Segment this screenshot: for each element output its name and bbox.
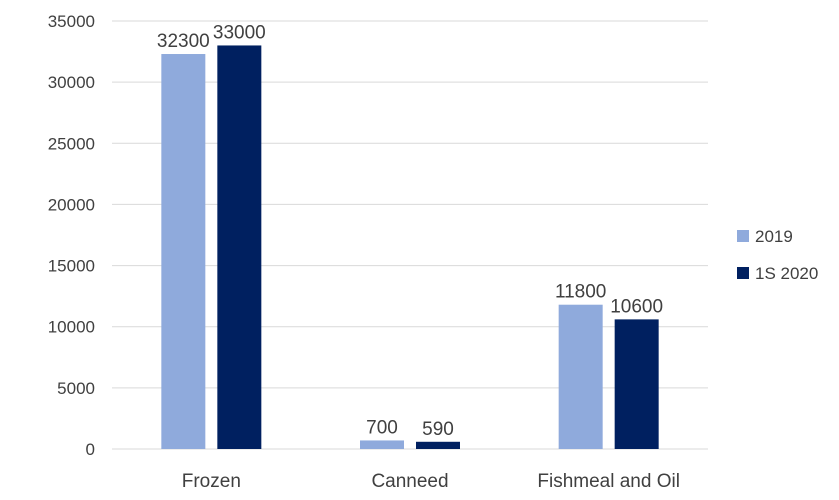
x-category-label: Canneed (371, 471, 448, 492)
legend-label: 2019 (755, 227, 793, 246)
y-tick-label: 30000 (48, 73, 95, 92)
x-category-label: Frozen (182, 471, 241, 492)
bar-1s-2020-frozen (217, 45, 262, 449)
legend-swatch (737, 267, 749, 279)
legend-swatch (737, 230, 749, 242)
y-tick-label: 10000 (48, 318, 95, 337)
y-tick-label: 0 (86, 440, 95, 459)
y-tick-label: 25000 (48, 134, 95, 153)
gridlines (112, 20, 708, 450)
bars (161, 45, 659, 449)
legend: 2019 1S 2020 (737, 227, 818, 283)
bar-1s-2020-fishmeal-and-oil (614, 319, 659, 449)
x-axis-category-labels: Frozen Canneed Fishmeal and Oil (182, 471, 680, 492)
x-category-label: Fishmeal and Oil (537, 471, 680, 492)
y-tick-label: 20000 (48, 195, 95, 214)
data-label: 10600 (610, 296, 663, 317)
y-tick-label: 15000 (48, 257, 95, 276)
data-label: 33000 (213, 22, 266, 43)
bar-2019-canneed (360, 440, 404, 449)
data-label: 590 (422, 419, 454, 440)
y-tick-label: 5000 (57, 379, 95, 398)
bar-2019-fishmeal-and-oil (558, 304, 603, 449)
data-label: 32300 (157, 31, 210, 52)
data-label: 700 (366, 417, 398, 438)
data-label: 11800 (555, 282, 606, 303)
bar-2019-frozen (161, 54, 206, 449)
legend-label: 1S 2020 (755, 264, 818, 283)
y-axis-tick-labels: 0 5000 10000 15000 20000 25000 30000 35000 (48, 12, 95, 459)
bar-1s-2020-canneed (416, 441, 460, 449)
y-tick-label: 35000 (48, 12, 95, 31)
